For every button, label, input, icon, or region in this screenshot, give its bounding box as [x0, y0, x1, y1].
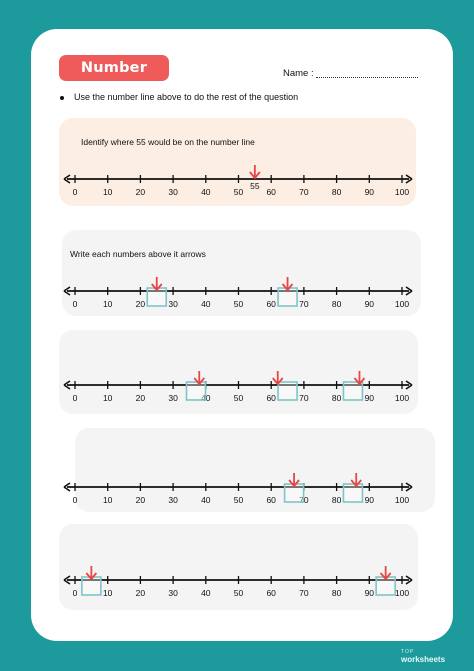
question-panel-4	[75, 428, 435, 512]
tick-label: 90	[365, 187, 375, 197]
tick-label: 100	[395, 495, 409, 505]
bullet-icon	[60, 95, 64, 100]
tick-label: 20	[136, 588, 146, 598]
down-arrow-icon	[249, 171, 261, 179]
watermark-logo: TOP worksheets	[401, 649, 446, 665]
tick-label: 50	[234, 393, 244, 403]
tick-label: 100	[395, 588, 409, 598]
number-line-3: 0 10 20 30 40 50 60 70 80 90 100	[63, 371, 413, 403]
tick-label: 0	[73, 588, 78, 598]
instruction-text: Use the number line above to do the rest…	[74, 92, 299, 102]
tick-label: 80	[332, 495, 342, 505]
left-arrowhead-icon	[63, 380, 71, 390]
answer-label: 55	[250, 181, 260, 191]
tick-label: 90	[365, 299, 375, 309]
tick-label: 0	[73, 495, 78, 505]
tick-label: 80	[332, 393, 342, 403]
right-arrowhead-icon	[405, 286, 413, 296]
tick-label: 20	[136, 299, 146, 309]
answer-box	[342, 381, 364, 401]
tick-label: 40	[201, 588, 211, 598]
tick-label: 50	[234, 588, 244, 598]
left-arrowhead-icon	[63, 174, 71, 184]
name-field[interactable]	[316, 77, 418, 78]
right-arrowhead-icon	[405, 380, 413, 390]
tick-label: 100	[395, 299, 409, 309]
down-arrow-icon	[193, 377, 205, 385]
tick-label: 10	[103, 299, 113, 309]
answer-box	[185, 381, 207, 401]
down-arrow-icon	[379, 572, 392, 580]
tick-label: 80	[332, 299, 342, 309]
right-arrowhead-icon	[405, 174, 413, 184]
left-arrowhead-icon	[63, 482, 71, 492]
tick-label: 100	[395, 393, 409, 403]
question-panel-5	[59, 524, 418, 610]
question-panel-1	[59, 118, 416, 206]
left-arrowhead-icon	[63, 575, 71, 585]
tick-label: 60	[266, 187, 276, 197]
down-arrow-icon	[85, 572, 98, 580]
tick-label: 0	[73, 393, 78, 403]
tick-label: 70	[299, 187, 309, 197]
tick-label: 30	[168, 393, 178, 403]
tick-label: 60	[266, 299, 276, 309]
tick-label: 20	[136, 495, 146, 505]
tick-label: 50	[234, 187, 244, 197]
number-line-1: 0 10 20 30 40 50 60 70 80 90 100 55	[63, 165, 413, 197]
number-line-4: 0 10 20 30 40 50 60 70 80 90 100	[63, 473, 413, 505]
right-arrowhead-icon	[405, 482, 413, 492]
number-line-5: 0 10 20 30 40 50 60 70 80 90 100	[63, 566, 413, 598]
tick-label: 90	[365, 495, 375, 505]
tick-label: 90	[365, 588, 375, 598]
tick-label: 10	[103, 393, 113, 403]
tick-label: 70	[299, 299, 309, 309]
answer-box	[277, 381, 298, 401]
question-panel-2	[62, 230, 421, 316]
tick-label: 50	[234, 495, 244, 505]
down-arrow-icon	[151, 283, 163, 291]
answer-box	[342, 483, 364, 503]
number-line-2: 0 10 20 30 40 50 60 70 80 90 100	[63, 277, 413, 309]
tick-label: 90	[365, 393, 375, 403]
tick-label: 60	[266, 495, 276, 505]
down-arrow-icon	[353, 377, 366, 385]
tick-label: 70	[299, 588, 309, 598]
tick-label: 10	[103, 588, 113, 598]
tick-label: 80	[332, 588, 342, 598]
question-1-prompt: Identify where 55 would be on the number…	[81, 137, 255, 147]
tick-label: 30	[168, 299, 178, 309]
right-arrowhead-icon	[405, 575, 413, 585]
tick-label: 20	[136, 187, 146, 197]
down-arrow-icon	[281, 283, 294, 291]
name-label: Name :	[283, 68, 314, 79]
tick-label: 60	[266, 393, 276, 403]
tick-label: 10	[103, 495, 113, 505]
tick-label: 60	[266, 588, 276, 598]
tick-label: 30	[168, 187, 178, 197]
tick-label: 50	[234, 299, 244, 309]
left-arrowhead-icon	[63, 286, 71, 296]
tick-label: 0	[73, 299, 78, 309]
down-arrow-icon	[350, 479, 362, 487]
instruction-item: Use the number line above to do the rest…	[60, 92, 298, 102]
tick-label: 40	[201, 299, 211, 309]
tick-label: 100	[395, 187, 409, 197]
question-2-prompt: Write each numbers above it arrows	[70, 249, 206, 259]
down-arrow-icon	[272, 377, 284, 385]
worksheet-title: Number Lines	[59, 55, 169, 102]
tick-label: 30	[168, 495, 178, 505]
down-arrow-icon	[288, 479, 300, 487]
tick-label: 10	[103, 187, 113, 197]
tick-label: 40	[201, 187, 211, 197]
tick-label: 20	[136, 393, 146, 403]
tick-label: 70	[299, 393, 309, 403]
tick-label: 0	[73, 187, 78, 197]
tick-label: 80	[332, 187, 342, 197]
tick-label: 40	[201, 495, 211, 505]
tick-label: 30	[168, 588, 178, 598]
